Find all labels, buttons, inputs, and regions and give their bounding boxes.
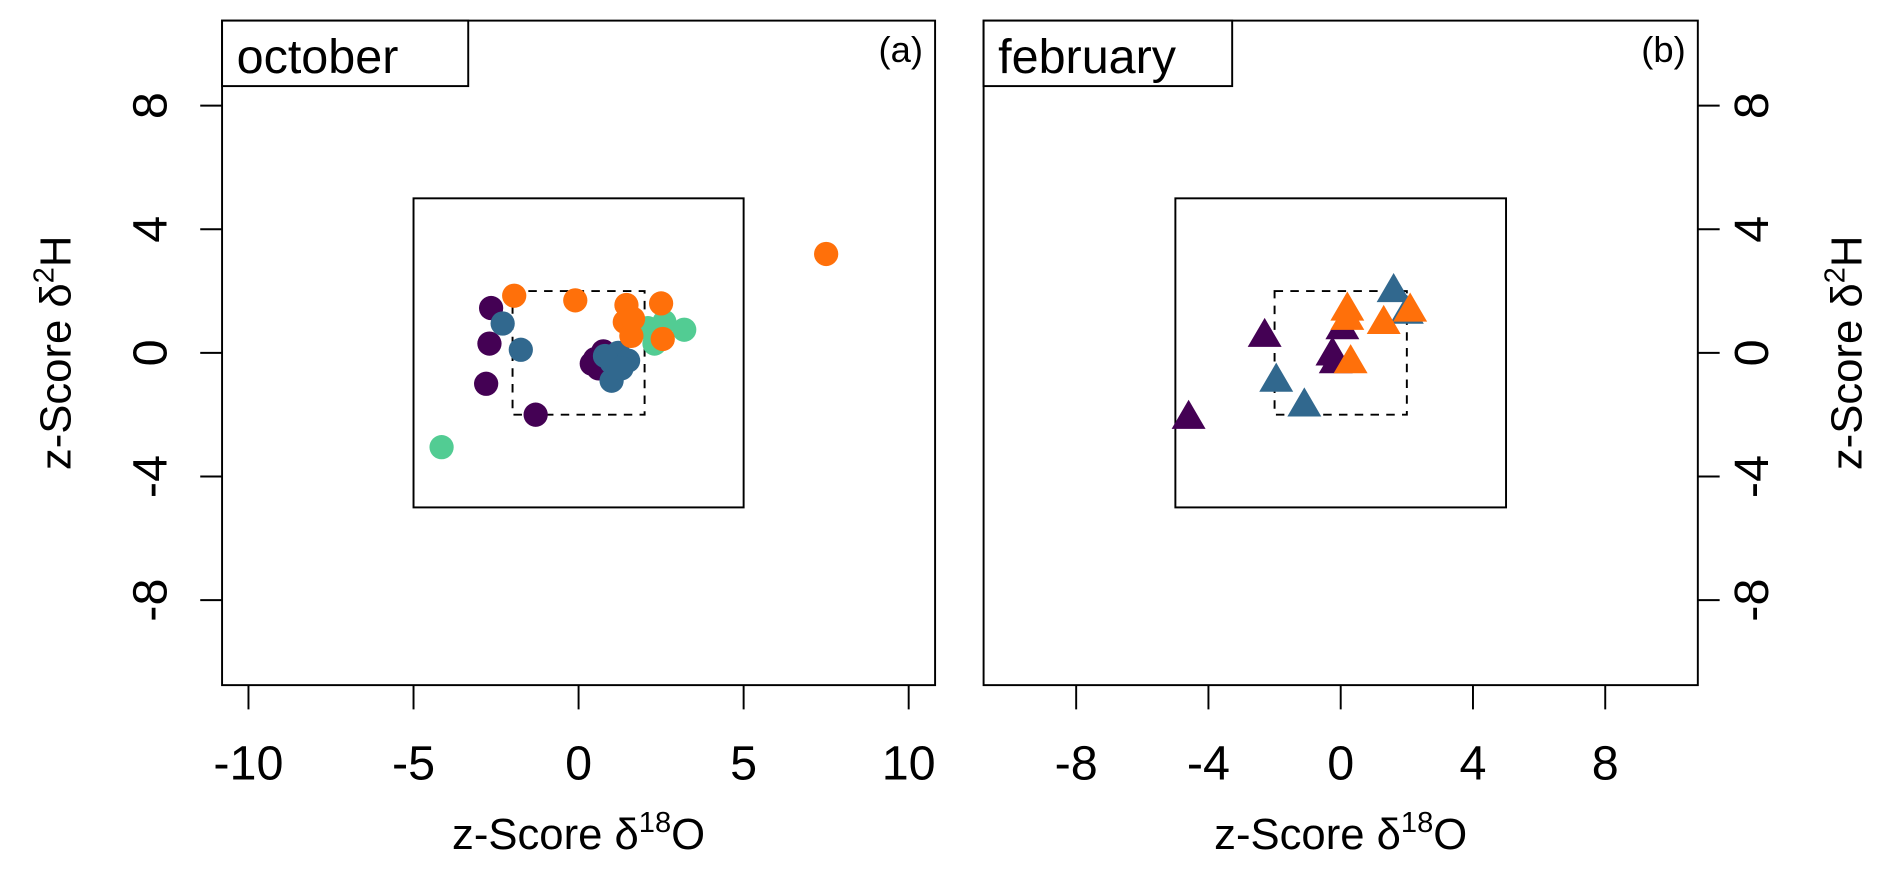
panel-title: october (237, 30, 399, 84)
title-box (982, 19, 1234, 88)
data-point-orange (1333, 344, 1368, 374)
y-tick-label: 4 (1725, 216, 1779, 243)
panel-a: -10 -5 0 5 10 -8 -4 0 4 8 z-Score δ18O z-Score δ2H o… (29, 19, 937, 859)
x-tick-label: 0 (565, 737, 592, 791)
y-tick-label: -8 (123, 579, 177, 622)
x-tick-label: 10 (882, 737, 936, 791)
data-point-blue (592, 343, 618, 369)
y-tick-label: 0 (123, 339, 177, 366)
x-tick-label: -8 (1055, 737, 1098, 791)
y-tick-label: -8 (1725, 579, 1779, 622)
solid-box (1174, 197, 1508, 509)
data-point-purple (1247, 317, 1282, 347)
x-tick-label: -5 (392, 737, 435, 791)
x-tick-label: -4 (1187, 737, 1230, 791)
title-box (221, 19, 470, 88)
data-point-purple (1171, 399, 1206, 429)
y-tick-label: 0 (1725, 339, 1779, 366)
data-point-orange (563, 288, 588, 313)
x-axis-label: z-Score δ18O (1214, 807, 1467, 859)
data-point-orange (1366, 304, 1401, 334)
data-point-purple (477, 331, 502, 356)
panel-tag: (a) (879, 29, 923, 70)
x-tick-label: 4 (1459, 737, 1486, 791)
y-tick-label: 8 (1725, 92, 1779, 119)
data-point-orange (620, 306, 646, 332)
data-point-blue (609, 356, 634, 381)
y-tick-label: 4 (123, 216, 177, 243)
y-tick-label: -4 (123, 455, 177, 498)
data-point-blue (508, 337, 533, 362)
data-point-blue (1287, 387, 1322, 417)
solid-box (412, 197, 745, 509)
data-point-orange (650, 326, 675, 352)
data-point-blue (1259, 362, 1294, 392)
dashed-box (1273, 290, 1408, 416)
data-point-orange (502, 283, 527, 308)
y-axis-label: z-Score δ2H (29, 236, 81, 471)
data-point-orange (648, 291, 674, 316)
data-point-orange (814, 241, 839, 267)
data-point-blue (490, 311, 515, 336)
y-tick-label: 8 (123, 92, 177, 119)
data-point-orange (1330, 300, 1365, 330)
data-point-purple (474, 371, 499, 396)
x-tick-label: 8 (1592, 737, 1619, 791)
panel-title: february (998, 30, 1177, 84)
data-point-green (672, 317, 697, 342)
x-axis-label: z-Score δ18O (452, 807, 705, 859)
data-point-purple (523, 402, 548, 427)
x-tick-label: 5 (730, 737, 757, 791)
x-tick-label: 0 (1327, 737, 1354, 791)
panel-tag: (b) (1641, 29, 1685, 70)
panel-b: -8 -4 0 4 8 -8 -4 0 4 8 z-Score δ18O z-Score δ2H feb… (982, 19, 1872, 859)
data-point-orange (1393, 292, 1428, 322)
data-point-blue (1376, 273, 1411, 303)
plot-frame (221, 19, 937, 687)
y-tick-label: -4 (1725, 455, 1779, 498)
x-tick-label: -10 (213, 737, 283, 791)
y-axis-label: z-Score δ2H (1820, 236, 1872, 470)
data-point-green (429, 435, 454, 460)
